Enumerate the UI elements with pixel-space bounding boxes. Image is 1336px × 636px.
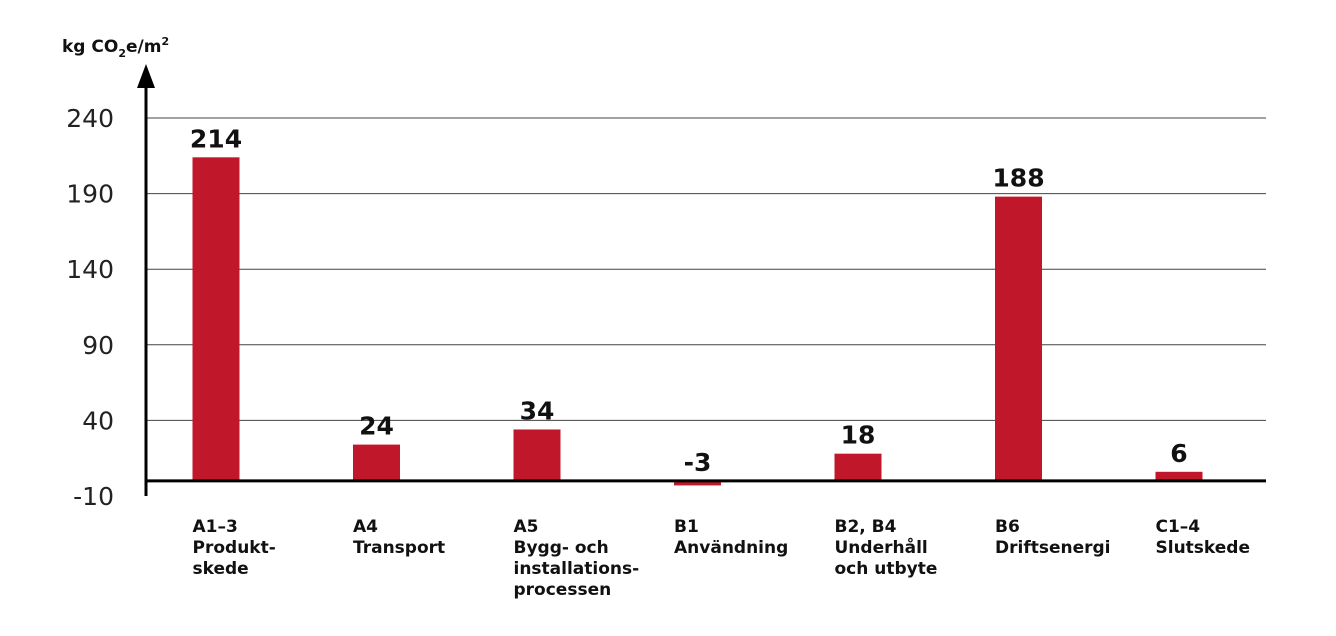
bar [995, 196, 1042, 481]
bar-value-label: 214 [190, 124, 242, 153]
category-name-label: Driftsenergi [995, 538, 1111, 558]
bar [674, 480, 721, 486]
y-tick-label: 140 [66, 255, 114, 284]
category-name-label: skede [193, 559, 249, 579]
y-tick-label: 190 [66, 180, 114, 209]
category-code-label: A4 [353, 517, 378, 537]
grid-lines [146, 117, 1266, 421]
bar-value-label: 6 [1170, 439, 1187, 468]
bar-value-label: 188 [992, 164, 1044, 193]
category-name-label: Underhåll [835, 536, 928, 558]
bar [834, 453, 882, 481]
y-tick-label: 90 [82, 331, 114, 360]
category-name-label: processen [514, 580, 612, 600]
category-name-label: Transport [353, 538, 445, 558]
category-name-label: installations- [514, 559, 640, 579]
category-code-label: A1–3 [193, 517, 238, 537]
y-axis-arrow-icon [137, 64, 155, 88]
bar [513, 429, 561, 481]
bar-value-label: 34 [520, 396, 555, 425]
value-labels: 214 24 34 -3 18 188 6 [190, 124, 1188, 477]
bar [1155, 471, 1203, 481]
bars [192, 157, 1203, 486]
category-code-label: B2, B4 [835, 517, 897, 537]
category-code-label: B6 [995, 517, 1020, 537]
category-name-label: Produkt- [193, 538, 276, 558]
bar [192, 157, 240, 481]
y-tick-label: 240 [66, 104, 114, 133]
y-tick-label: 40 [82, 406, 114, 435]
y-axis-unit-label: kg CO2e/m2 [62, 35, 169, 60]
category-code-label: C1–4 [1156, 517, 1201, 537]
category-name-label: Bygg- och [514, 538, 609, 558]
y-tick-labels: 240 190 140 90 40 -10 [66, 104, 114, 511]
category-code-label: A5 [514, 517, 539, 537]
bar-value-label: -3 [684, 448, 712, 477]
category-name-label: Slutskede [1156, 538, 1251, 558]
category-name-label: och utbyte [835, 559, 938, 579]
category-name-label: Användning [674, 538, 788, 558]
bar-value-label: 24 [359, 412, 394, 441]
category-code-label: B1 [674, 517, 699, 537]
bar [353, 444, 400, 481]
bar-value-label: 18 [841, 421, 876, 450]
y-tick-label: -10 [73, 482, 114, 511]
